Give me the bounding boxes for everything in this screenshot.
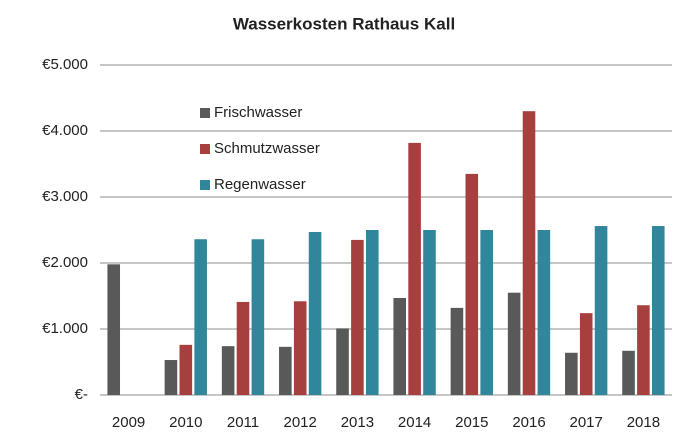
x-tick-label: 2014 <box>398 414 431 431</box>
x-tick-label: 2015 <box>455 414 488 431</box>
legend-label: Frischwasser <box>214 104 302 121</box>
bar <box>465 173 479 395</box>
chart-title: Wasserkosten Rathaus Kall <box>233 14 455 33</box>
bar <box>450 307 464 395</box>
legend-swatch <box>200 180 210 190</box>
bar <box>164 360 178 395</box>
bar <box>351 239 364 395</box>
x-tick-label: 2010 <box>169 414 202 431</box>
x-tick-label: 2017 <box>570 414 603 431</box>
y-tick-label: €2.000 <box>42 254 88 271</box>
bar <box>637 305 650 395</box>
x-tick-label: 2009 <box>112 414 145 431</box>
bar <box>107 264 121 395</box>
bar <box>594 226 608 395</box>
bar <box>423 230 436 395</box>
y-tick-label: €3.000 <box>42 188 88 205</box>
bar <box>522 111 536 395</box>
bar <box>651 226 665 395</box>
y-tick-label: €4.000 <box>42 122 88 139</box>
y-tick-label: €- <box>75 386 88 403</box>
bar <box>622 350 635 395</box>
y-tick-label: €1.000 <box>42 320 88 337</box>
bar <box>507 292 521 395</box>
y-tick-label: €5.000 <box>42 56 88 73</box>
x-tick-label: 2011 <box>227 414 259 431</box>
bar <box>194 239 207 395</box>
x-tick-label: 2018 <box>627 414 660 431</box>
legend-swatch <box>200 144 210 154</box>
bar <box>251 239 265 395</box>
x-tick-label: 2016 <box>512 414 545 431</box>
legend-swatch <box>200 108 210 118</box>
bar <box>579 313 593 395</box>
bar <box>293 301 307 395</box>
bar <box>565 352 578 395</box>
x-tick-label: 2013 <box>341 414 374 431</box>
bar <box>236 301 250 395</box>
bar <box>408 142 421 395</box>
bar <box>179 344 193 395</box>
legend-label: Schmutzwasser <box>214 140 320 157</box>
bar <box>537 230 551 395</box>
legend-label: Regenwasser <box>214 176 306 193</box>
bar <box>336 328 349 395</box>
x-tick-label: 2012 <box>284 414 317 431</box>
bar <box>365 230 379 395</box>
bar <box>279 346 292 395</box>
bar <box>480 230 493 395</box>
bar <box>308 231 322 395</box>
bar <box>393 297 407 395</box>
bar <box>221 346 235 395</box>
